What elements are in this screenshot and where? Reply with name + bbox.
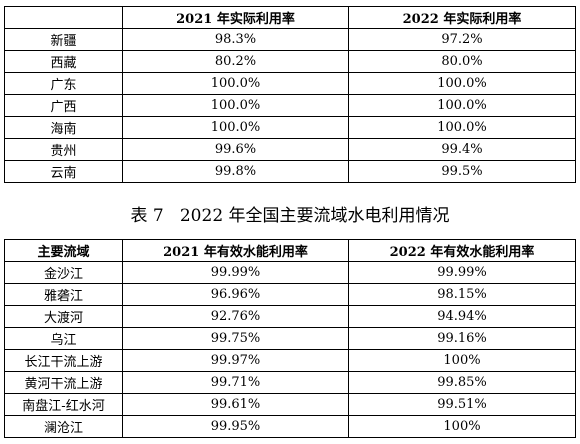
rate-2021: 100.0% xyxy=(122,116,349,139)
effective-rate-2021: 99.99% xyxy=(122,261,349,284)
basin-name: 澜沧江 xyxy=(4,415,123,438)
table-row: 贵州 99.6% 99.4% xyxy=(4,138,576,161)
table-header-row: 2021 年实际利用率 2022 年实际利用率 xyxy=(4,6,576,29)
table-row: 大渡河 92.76% 94.94% xyxy=(4,305,576,328)
rate-2022: 100.0% xyxy=(348,94,576,117)
effective-rate-2022: 100% xyxy=(348,349,576,372)
rate-2022: 99.5% xyxy=(348,160,576,183)
effective-rate-2021: 99.97% xyxy=(122,349,349,372)
basin-name: 长江干流上游 xyxy=(4,349,123,372)
region-name: 云南 xyxy=(4,160,123,183)
effective-rate-2021: 99.61% xyxy=(122,393,349,416)
table-caption: 表 7 2022 年全国主要流域水电利用情况 xyxy=(130,206,450,226)
region-name: 海南 xyxy=(4,116,123,139)
rate-2022: 100.0% xyxy=(348,72,576,95)
effective-rate-2022: 98.15% xyxy=(348,283,576,306)
basin-name: 雅砻江 xyxy=(4,283,123,306)
table-row: 乌江 99.75% 99.16% xyxy=(4,327,576,350)
header-2022-effective-rate: 2022 年有效水能利用率 xyxy=(348,239,576,262)
header-2022-rate: 2022 年实际利用率 xyxy=(348,6,576,29)
rate-2022: 100.0% xyxy=(348,116,576,139)
basin-name: 金沙江 xyxy=(4,261,123,284)
table-row: 广西 100.0% 100.0% xyxy=(4,94,576,117)
table-row: 长江干流上游 99.97% 100% xyxy=(4,349,576,372)
header-2021-rate: 2021 年实际利用率 xyxy=(122,6,349,29)
table-row: 云南 99.8% 99.5% xyxy=(4,160,576,183)
region-name: 贵州 xyxy=(4,138,123,161)
table-header-row: 主要流域 2021 年有效水能利用率 2022 年有效水能利用率 xyxy=(4,239,576,262)
effective-rate-2022: 99.99% xyxy=(348,261,576,284)
effective-rate-2021: 96.96% xyxy=(122,283,349,306)
rate-2022: 99.4% xyxy=(348,138,576,161)
rate-2022: 80.0% xyxy=(348,50,576,73)
basin-name: 乌江 xyxy=(4,327,123,350)
table-row: 广东 100.0% 100.0% xyxy=(4,72,576,95)
table-row: 澜沧江 99.95% 100% xyxy=(4,415,576,438)
table-row: 金沙江 99.99% 99.99% xyxy=(4,261,576,284)
basin-name: 南盘江-红水河 xyxy=(4,393,123,416)
basin-name: 大渡河 xyxy=(4,305,123,328)
rate-2021: 80.2% xyxy=(122,50,349,73)
effective-rate-2021: 99.75% xyxy=(122,327,349,350)
table-row: 雅砻江 96.96% 98.15% xyxy=(4,283,576,306)
effective-rate-2021: 92.76% xyxy=(122,305,349,328)
effective-rate-2022: 99.85% xyxy=(348,371,576,394)
basin-name: 黄河干流上游 xyxy=(4,371,123,394)
effective-rate-2022: 94.94% xyxy=(348,305,576,328)
region-name: 广东 xyxy=(4,72,123,95)
effective-rate-2022: 100% xyxy=(348,415,576,438)
regional-utilization-table: 2021 年实际利用率 2022 年实际利用率 新疆 98.3% 97.2% 西… xyxy=(4,6,576,183)
effective-rate-2022: 99.51% xyxy=(348,393,576,416)
rate-2021: 99.6% xyxy=(122,138,349,161)
table-row: 海南 100.0% 100.0% xyxy=(4,116,576,139)
effective-rate-2022: 99.16% xyxy=(348,327,576,350)
header-region xyxy=(4,6,123,29)
rate-2021: 99.8% xyxy=(122,160,349,183)
header-2021-effective-rate: 2021 年有效水能利用率 xyxy=(122,239,349,262)
effective-rate-2021: 99.71% xyxy=(122,371,349,394)
rate-2022: 97.2% xyxy=(348,28,576,51)
rate-2021: 100.0% xyxy=(122,94,349,117)
region-name: 广西 xyxy=(4,94,123,117)
rate-2021: 98.3% xyxy=(122,28,349,51)
table-row: 西藏 80.2% 80.0% xyxy=(4,50,576,73)
table-row: 南盘江-红水河 99.61% 99.51% xyxy=(4,393,576,416)
river-basin-utilization-table: 主要流域 2021 年有效水能利用率 2022 年有效水能利用率 金沙江 99.… xyxy=(4,239,576,438)
table-row: 新疆 98.3% 97.2% xyxy=(4,28,576,51)
header-basin: 主要流域 xyxy=(4,239,123,262)
region-name: 新疆 xyxy=(4,28,123,51)
region-name: 西藏 xyxy=(4,50,123,73)
table-row: 黄河干流上游 99.71% 99.85% xyxy=(4,371,576,394)
effective-rate-2021: 99.95% xyxy=(122,415,349,438)
rate-2021: 100.0% xyxy=(122,72,349,95)
